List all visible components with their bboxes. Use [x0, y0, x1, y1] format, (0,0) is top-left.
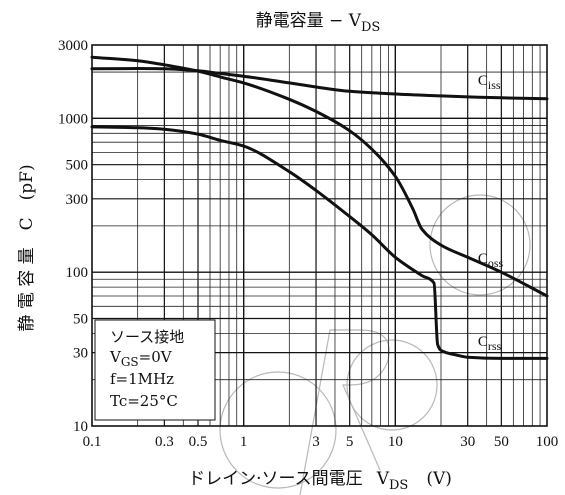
coss-curve: [90, 55, 549, 298]
ciss-label: Ciss: [478, 73, 501, 92]
crss-curve: [90, 125, 549, 360]
chart-title: 静電容量 − VDS: [256, 11, 381, 35]
y-tick-label: 3000: [58, 38, 88, 54]
plot-grid: [92, 45, 547, 426]
x-tick-label: 3: [312, 434, 320, 450]
y-tick-label: 100: [66, 265, 89, 281]
y-tick-label: 50: [73, 311, 88, 327]
y-tick-label: 500: [66, 158, 89, 174]
x-tick-label: 5: [346, 434, 354, 450]
ciss-curve: [90, 67, 549, 101]
curves: [90, 55, 549, 360]
x-tick-label: 10: [388, 434, 403, 450]
x-tick-label: 1: [240, 434, 248, 450]
x-tick-label: 50: [494, 434, 509, 450]
y-tick-label: 1000: [58, 111, 88, 127]
y-tick-label: 30: [73, 346, 88, 362]
x-tick-label: 0.5: [189, 434, 208, 450]
condition-ground: ソース接地: [110, 328, 184, 346]
plot-frame: [91, 44, 548, 427]
x-axis-title: ドレイン·ソース間電圧 VDS (V): [188, 469, 452, 493]
x-tick-label: 0.3: [155, 434, 174, 450]
condition-frequency: f=1MHz: [110, 370, 174, 388]
x-tick-label: 30: [460, 434, 475, 450]
coss-label: Coss: [478, 251, 504, 270]
series-labels: Ciss Coss Crss: [478, 73, 504, 353]
x-tick-label: 0.1: [83, 434, 102, 450]
y-axis-title: 静 電 容 量 C (pF): [17, 164, 37, 331]
x-tick-label: 100: [536, 434, 559, 450]
crss-label: Crss: [478, 334, 502, 353]
conditions-box: ソース接地 VGS=0V f=1MHz Tc=25°C: [94, 319, 216, 421]
condition-temperature: Tc=25°C: [110, 392, 178, 410]
axis-ticks: 0.1 0.3 0.5 1 3 5 10 30 50 100 10 30 50 100 300 500 1000…: [58, 38, 558, 450]
y-tick-label: 10: [73, 419, 88, 435]
y-tick-label: 300: [66, 192, 89, 208]
condition-vgs: VGS=0V: [109, 348, 173, 369]
